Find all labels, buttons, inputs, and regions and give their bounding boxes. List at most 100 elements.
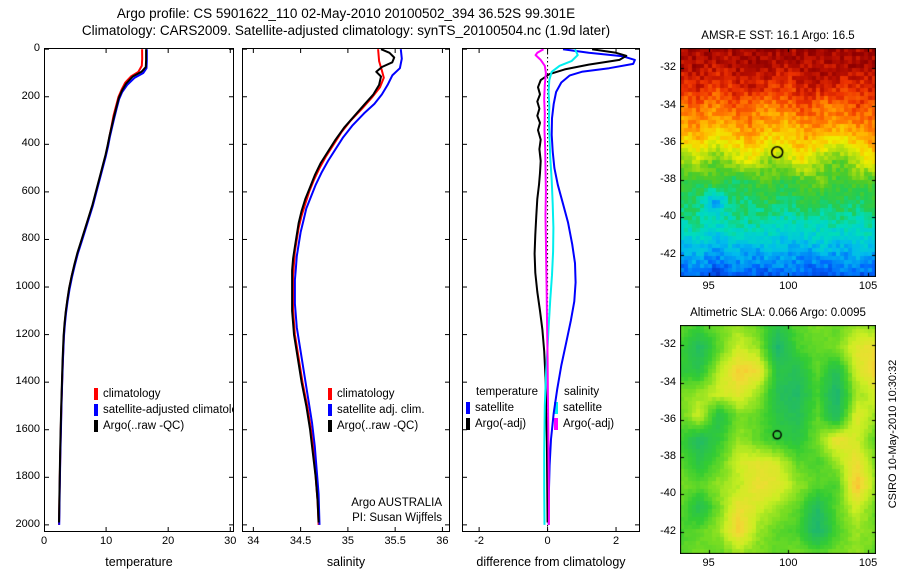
sla-map-panel: 95 100 105 -32 -34 -36 -38 -40 -42: [660, 325, 877, 569]
sst-map-canvas: [680, 48, 876, 277]
legend-label: climatology: [337, 388, 395, 400]
map-x-tick-label: 100: [779, 280, 798, 292]
legend-swatch: [554, 418, 558, 430]
series-climatology: [58, 49, 144, 525]
x-tick-label: 34.5: [289, 535, 312, 547]
annotation-line1: Argo AUSTRALIA: [351, 497, 442, 509]
y-tick-label: 400: [21, 137, 40, 150]
legend-swatch: [466, 402, 470, 414]
y-tick-label: 800: [21, 232, 40, 245]
legend-item: Argo(..raw -QC): [94, 418, 234, 434]
legend-label: Argo(..raw -QC): [337, 420, 419, 432]
legend-item: satellite-adjusted climatology: [94, 402, 234, 418]
axes-box: [462, 48, 640, 532]
y-tick-label: 1600: [15, 422, 40, 435]
map-y-tick-label: -38: [660, 450, 676, 463]
series-salinity-satellite: [543, 48, 579, 525]
axes-box: [44, 48, 234, 532]
map-y-tick-label: -32: [660, 61, 676, 74]
series-temperature-satellite: [547, 48, 636, 525]
legend-label: satellite: [475, 402, 514, 414]
legend-label: satellite adj. clim.: [337, 404, 425, 416]
x-tick-label: 34: [247, 535, 260, 547]
salinity-profile-panel: climatology satellite adj. clim. Argo(..ra…: [242, 48, 450, 547]
legend-item: Argo(-adj): [466, 416, 538, 432]
x-tick-label: 2: [612, 535, 620, 547]
y-tick-label: 1000: [15, 280, 40, 293]
difference-from-climatology-plot: [462, 48, 640, 532]
legend-item: climatology: [94, 386, 234, 402]
legend-swatch: [466, 418, 470, 430]
difference-legend-area: temperature satellite Argo(-adj) salinity sa…: [462, 48, 640, 532]
temperature-axis-label: temperature: [105, 555, 173, 569]
salinity-profile-plot: [242, 48, 450, 532]
legend-swatch: [94, 388, 98, 400]
y-tick-label: 200: [21, 89, 40, 102]
series-salinity-argo-adj-: [534, 48, 550, 525]
legend-label: Argo(-adj): [563, 418, 615, 430]
argo-australia-annotation: Argo AUSTRALIA PI: Susan Wijffels: [351, 496, 442, 526]
series-satellite-adj-clim-: [293, 49, 403, 525]
legend-item: climatology: [328, 386, 425, 402]
x-tick-label: -2: [474, 535, 485, 547]
temperature-legend-area: climatology satellite-adjusted climatolog…: [44, 48, 234, 532]
csiro-watermark: CSIRO 10-May-2010 10:30:32: [887, 359, 899, 509]
legend-item: satellite adj. clim.: [328, 402, 425, 418]
y-tick-label: 0: [33, 42, 40, 55]
map-y-tick-label: -40: [660, 487, 676, 500]
x-tick-label: 10: [99, 535, 113, 547]
temperature-profile-plot: [44, 48, 234, 532]
legend-group: climatology satellite adj. clim. Argo(..ra…: [328, 386, 425, 434]
map-y-tick-label: -40: [660, 210, 676, 223]
legend-group: salinity satellite Argo(-adj): [554, 384, 614, 432]
legend-item: Argo(..raw -QC): [328, 418, 425, 434]
x-tick-label: 35.5: [384, 535, 406, 547]
x-tick-label: 30: [224, 535, 237, 547]
y-tick-label: 1800: [15, 470, 40, 483]
legend-swatch: [328, 388, 332, 400]
map-y-tick-label: -34: [660, 98, 676, 111]
x-tick-label: 0: [544, 535, 551, 547]
map-y-tick-label: -42: [660, 247, 676, 260]
legend-label: satellite: [563, 402, 602, 414]
y-tick-label: 2000: [15, 517, 40, 530]
series-argo-raw-qc-: [58, 49, 148, 523]
map-y-tick-label: -32: [660, 338, 676, 351]
difference-profile-panel: temperature satellite Argo(-adj) salinity sa…: [462, 48, 640, 547]
legend-label: Argo(-adj): [475, 418, 527, 430]
y-tick-label: 1200: [15, 327, 40, 340]
map-y-tick-label: -36: [660, 135, 676, 148]
legend-swatch: [328, 420, 332, 432]
map-x-tick-label: 105: [858, 557, 878, 569]
series-temperature-argo-adj-: [533, 48, 628, 523]
legend-label: satellite-adjusted climatology: [103, 404, 234, 416]
map-y-tick-label: -42: [660, 524, 676, 537]
map-x-tick-label: 95: [702, 280, 715, 292]
sst-map-title: AMSR-E SST: 16.1 Argo: 16.5: [701, 30, 855, 42]
legend-header: temperature: [476, 386, 539, 398]
legend-item: Argo(-adj): [554, 416, 614, 432]
x-tick-label: 0: [40, 535, 48, 547]
legend-header: salinity: [564, 386, 600, 398]
legend-swatch: [94, 404, 98, 416]
map-x-tick-label: 100: [779, 557, 798, 569]
y-tick-label: 600: [21, 184, 40, 197]
legend-label: climatology: [103, 388, 161, 400]
x-tick-label: 36: [436, 535, 449, 547]
legend-group: climatology satellite-adjusted climatolog…: [94, 386, 234, 434]
series-argo-raw-qc-: [291, 48, 396, 523]
series-climatology: [292, 49, 385, 525]
x-tick-label: 20: [162, 535, 175, 547]
series-satellite-adjusted-climatology: [58, 49, 148, 525]
legend-label: Argo(..raw -QC): [103, 420, 185, 432]
legend-swatch: [328, 404, 332, 416]
legend-swatch: [554, 402, 558, 414]
sla-map-canvas: [680, 325, 876, 554]
salinity-axis-label: salinity: [326, 555, 366, 569]
legend-swatch: [94, 420, 98, 432]
legend-item: satellite: [554, 400, 614, 416]
temperature-profile-panel: climatology satellite-adjusted climatolog…: [16, 42, 237, 547]
map-x-tick-label: 105: [858, 280, 878, 292]
map-y-tick-label: -38: [660, 173, 676, 186]
